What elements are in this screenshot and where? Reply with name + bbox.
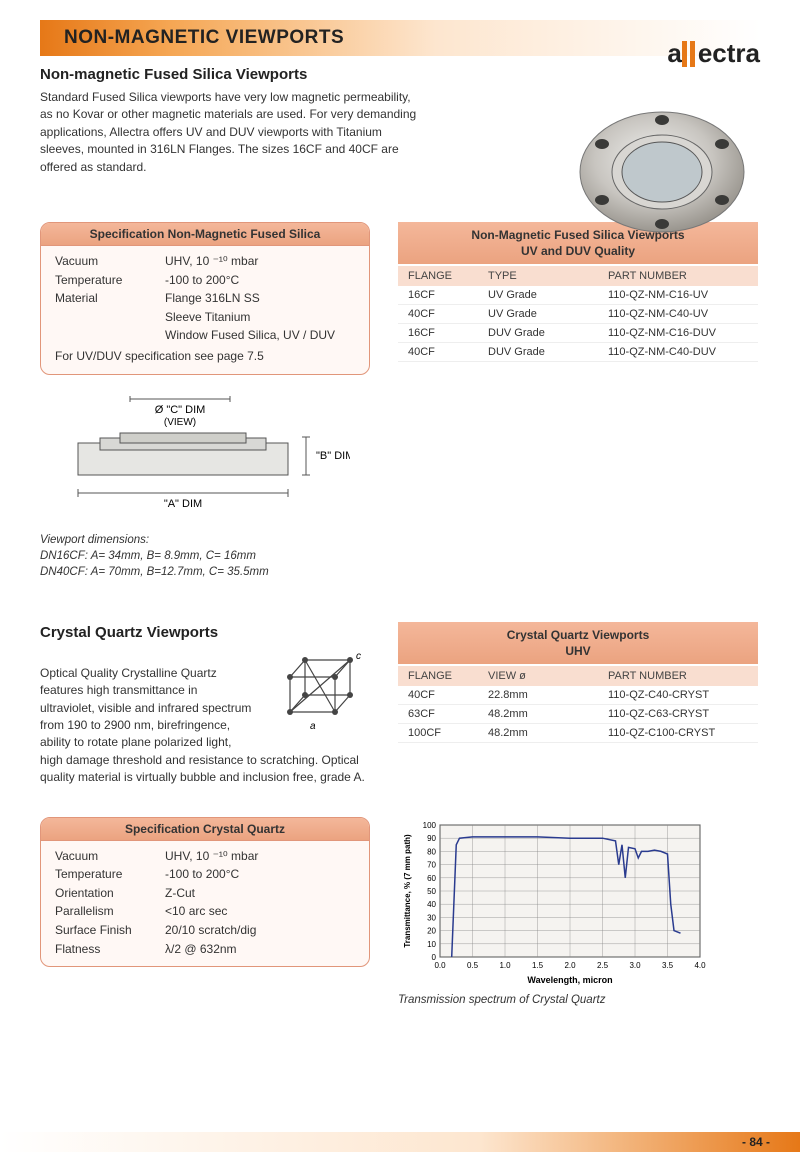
transmission-chart: 01020304050607080901000.00.51.01.52.02.5… bbox=[398, 817, 718, 1006]
svg-text:40: 40 bbox=[427, 900, 436, 909]
col-header: PART NUMBER bbox=[608, 670, 748, 682]
page-title: NON-MAGNETIC VIEWPORTS bbox=[64, 27, 344, 49]
table-header-row: FLANGE TYPE PART NUMBER bbox=[398, 266, 758, 286]
dim-label-c: Ø "C" DIM bbox=[155, 404, 206, 416]
spec-key bbox=[55, 308, 165, 327]
col-header: PART NUMBER bbox=[608, 270, 748, 282]
spec-box-fused-silica: Specification Non-Magnetic Fused Silica … bbox=[40, 222, 370, 375]
svg-text:70: 70 bbox=[427, 860, 436, 869]
spec-val: UHV, 10 ⁻¹⁰ mbar bbox=[165, 847, 258, 866]
svg-text:0.0: 0.0 bbox=[434, 961, 446, 970]
spec-title: Specification Non-Magnetic Fused Silica bbox=[41, 223, 369, 246]
table-row: 40CF22.8mm110-QZ-C40-CRYST bbox=[398, 686, 758, 705]
svg-text:4.0: 4.0 bbox=[694, 961, 706, 970]
spec-key: Vacuum bbox=[55, 847, 165, 866]
spec-key: Temperature bbox=[55, 865, 165, 884]
section1-intro: Standard Fused Silica viewports have ver… bbox=[40, 89, 420, 176]
spec-key: Temperature bbox=[55, 271, 165, 290]
dim-label-a: "A" DIM bbox=[164, 498, 202, 510]
spec-val: Sleeve Titanium bbox=[165, 308, 250, 327]
spec-key: Material bbox=[55, 289, 165, 308]
spec-key: Flatness bbox=[55, 940, 165, 959]
spec-key: Vacuum bbox=[55, 252, 165, 271]
table-crystal-quartz: Crystal Quartz ViewportsUHV FLANGE VIEW … bbox=[398, 622, 758, 743]
spec-val: Window Fused Silica, UV / DUV bbox=[165, 326, 335, 345]
table-header-row: FLANGE VIEW ø PART NUMBER bbox=[398, 666, 758, 686]
section2-title: Crystal Quartz Viewports bbox=[40, 624, 370, 641]
svg-text:90: 90 bbox=[427, 834, 436, 843]
spec-val: -100 to 200°C bbox=[165, 271, 239, 290]
spec-note: For UV/DUV specification see page 7.5 bbox=[55, 347, 355, 366]
spec-val: λ/2 @ 632nm bbox=[165, 940, 237, 959]
section1-title: Non-magnetic Fused Silica Viewports bbox=[40, 66, 760, 83]
spec-key: Surface Finish bbox=[55, 921, 165, 940]
svg-text:50: 50 bbox=[427, 887, 436, 896]
svg-text:100: 100 bbox=[423, 821, 437, 830]
spec-val: 20/10 scratch/dig bbox=[165, 921, 256, 940]
spec-key: Parallelism bbox=[55, 902, 165, 921]
dim-caption-1: DN16CF: A= 34mm, B= 8.9mm, C= 16mm bbox=[40, 548, 760, 564]
dim-caption-2: DN40CF: A= 70mm, B=12.7mm, C= 35.5mm bbox=[40, 564, 760, 580]
spec-key bbox=[55, 326, 165, 345]
spec-title: Specification Crystal Quartz bbox=[41, 818, 369, 841]
svg-text:c: c bbox=[356, 651, 361, 662]
header-bar: NON-MAGNETIC VIEWPORTS bbox=[40, 20, 760, 56]
svg-text:80: 80 bbox=[427, 847, 436, 856]
page-footer: - 84 - bbox=[0, 1132, 800, 1152]
spec-val: <10 arc sec bbox=[165, 902, 227, 921]
dim-caption-title: Viewport dimensions: bbox=[40, 532, 760, 548]
crystal-lattice-icon: a c bbox=[260, 647, 370, 737]
svg-text:2.0: 2.0 bbox=[564, 961, 576, 970]
spec-key: Orientation bbox=[55, 884, 165, 903]
table-row: 16CFUV Grade110-QZ-NM-C16-UV bbox=[398, 286, 758, 305]
svg-text:20: 20 bbox=[427, 926, 436, 935]
svg-text:3.0: 3.0 bbox=[629, 961, 641, 970]
svg-text:Transmittance, % (7 mm path): Transmittance, % (7 mm path) bbox=[403, 834, 412, 948]
table-row: 100CF48.2mm110-QZ-C100-CRYST bbox=[398, 724, 758, 743]
svg-text:2.5: 2.5 bbox=[597, 961, 609, 970]
svg-text:3.5: 3.5 bbox=[662, 961, 674, 970]
page-number: - 84 - bbox=[742, 1135, 770, 1149]
brand-logo: aectra bbox=[667, 38, 760, 69]
spec-box-crystal-quartz: Specification Crystal Quartz VacuumUHV, … bbox=[40, 817, 370, 968]
dim-label-b: "B" DIM bbox=[316, 450, 350, 462]
spec-val: UHV, 10 ⁻¹⁰ mbar bbox=[165, 252, 258, 271]
table-row: 63CF48.2mm110-QZ-C63-CRYST bbox=[398, 705, 758, 724]
product-flange-image bbox=[564, 102, 754, 242]
col-header: FLANGE bbox=[408, 670, 488, 682]
spec-val: -100 to 200°C bbox=[165, 865, 239, 884]
table-row: 16CFDUV Grade110-QZ-NM-C16-DUV bbox=[398, 324, 758, 343]
viewport-dimension-diagram: Ø "C" DIM (VIEW) "B" DIM "A" DIM Viewpor… bbox=[40, 393, 760, 580]
svg-text:1.5: 1.5 bbox=[532, 961, 544, 970]
table-fused-silica: Non-Magnetic Fused Silica ViewportsUV an… bbox=[398, 222, 758, 362]
col-header: VIEW ø bbox=[488, 670, 608, 682]
svg-text:Wavelength, micron: Wavelength, micron bbox=[527, 975, 612, 985]
table-row: 40CFDUV Grade110-QZ-NM-C40-DUV bbox=[398, 343, 758, 362]
spec-val: Flange 316LN SS bbox=[165, 289, 260, 308]
svg-text:60: 60 bbox=[427, 873, 436, 882]
svg-text:30: 30 bbox=[427, 913, 436, 922]
svg-text:a: a bbox=[310, 721, 316, 732]
dim-label-view: (VIEW) bbox=[164, 417, 196, 428]
spec-val: Z-Cut bbox=[165, 884, 195, 903]
col-header: FLANGE bbox=[408, 270, 488, 282]
table-row: 40CFUV Grade110-QZ-NM-C40-UV bbox=[398, 305, 758, 324]
svg-text:1.0: 1.0 bbox=[499, 961, 511, 970]
table-title: Crystal Quartz ViewportsUHV bbox=[398, 622, 758, 666]
chart-caption: Transmission spectrum of Crystal Quartz bbox=[398, 994, 718, 1006]
col-header: TYPE bbox=[488, 270, 608, 282]
svg-text:10: 10 bbox=[427, 939, 436, 948]
svg-text:0.5: 0.5 bbox=[467, 961, 479, 970]
